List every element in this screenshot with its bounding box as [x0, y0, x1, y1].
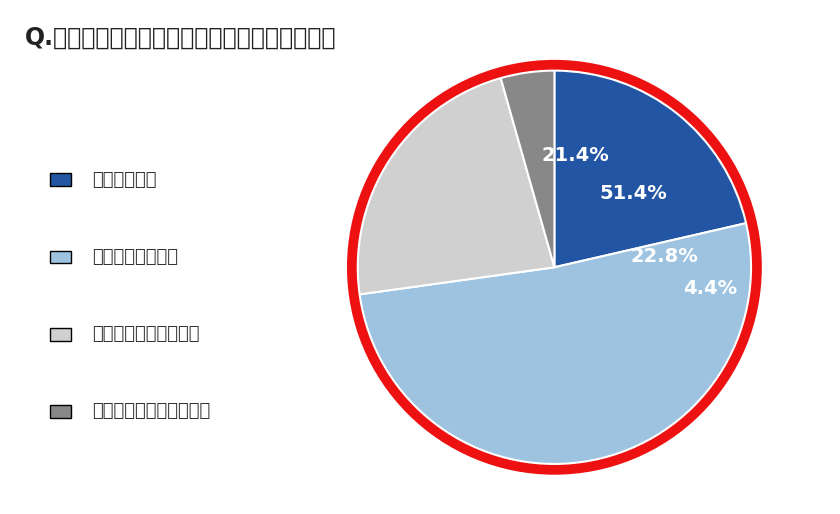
- Text: 22.8%: 22.8%: [630, 247, 698, 266]
- Text: Q.梅雨時期、食中毒対策を意識していますか。: Q.梅雨時期、食中毒対策を意識していますか。: [25, 26, 337, 50]
- Wedge shape: [360, 223, 751, 464]
- Text: 51.4%: 51.4%: [600, 184, 668, 203]
- Wedge shape: [358, 78, 554, 295]
- Wedge shape: [554, 70, 746, 267]
- Text: あまり意識していない: あまり意識していない: [92, 325, 200, 343]
- Text: 4.4%: 4.4%: [683, 279, 738, 298]
- Text: まったく意識していない: まったく意識していない: [92, 402, 211, 420]
- Wedge shape: [501, 70, 554, 267]
- Text: 21.4%: 21.4%: [542, 145, 610, 164]
- Text: 少し意識している: 少し意識している: [92, 248, 178, 266]
- Text: 意識している: 意識している: [92, 171, 157, 189]
